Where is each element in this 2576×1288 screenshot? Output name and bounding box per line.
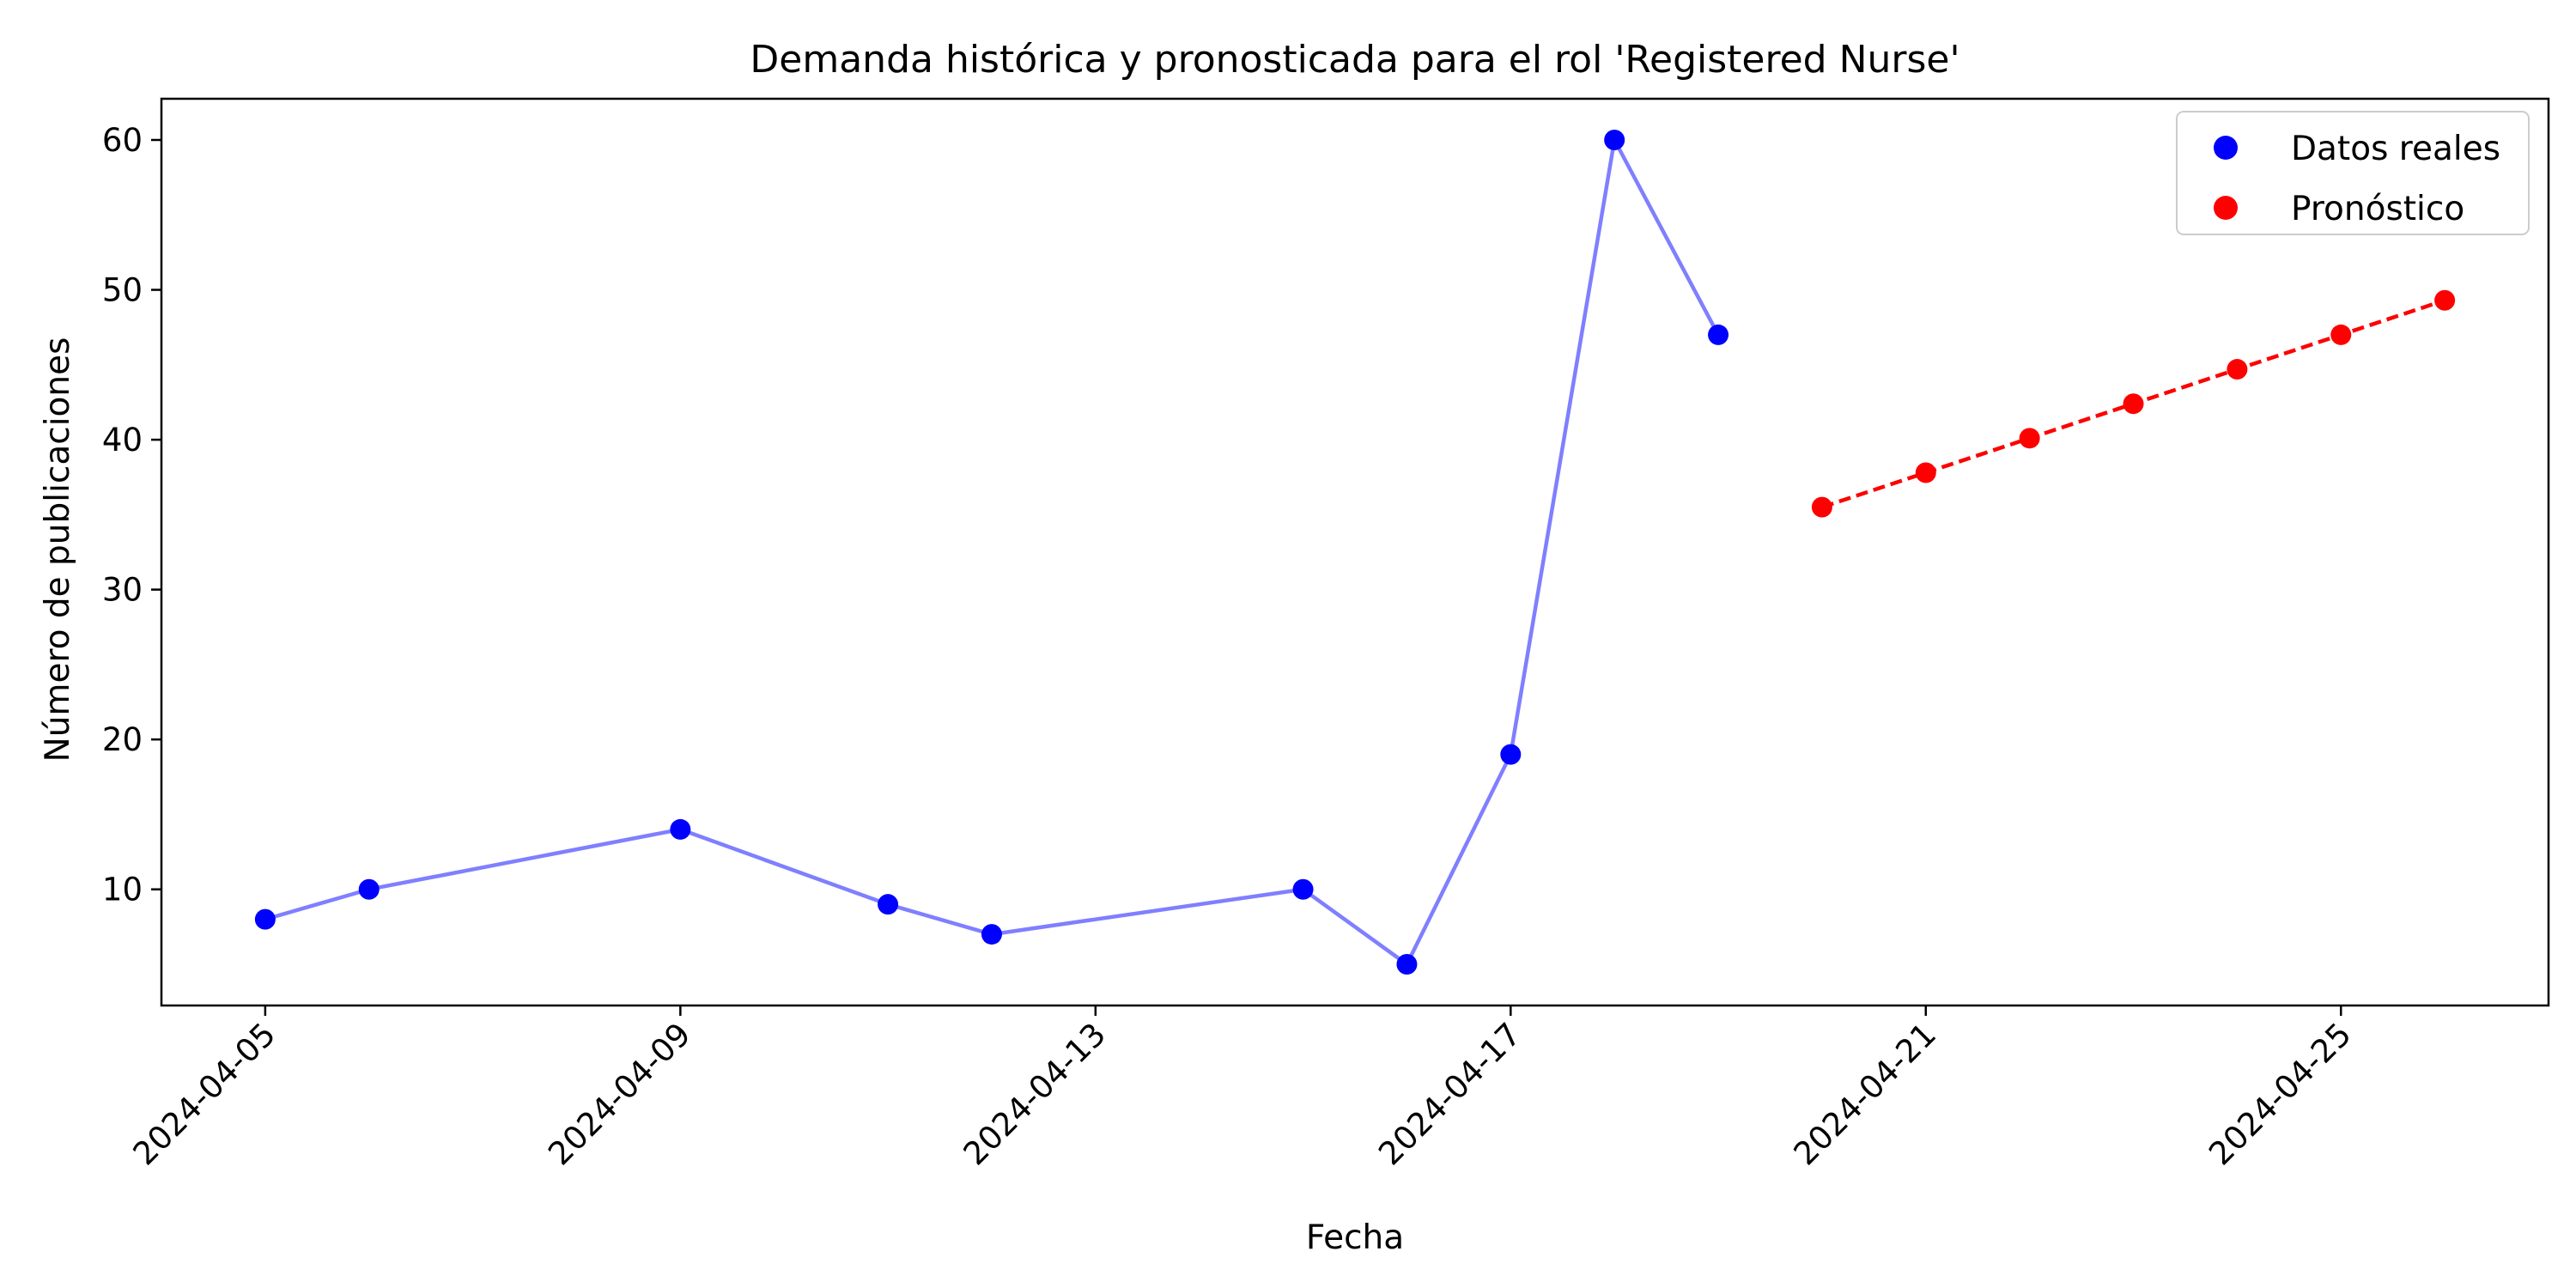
legend-marker-actual [2214, 136, 2238, 160]
plot-area-frame [160, 97, 2550, 1007]
actual-data-point [358, 878, 380, 900]
forecast-data-point [2434, 289, 2456, 311]
actual-data-point [1396, 954, 1418, 975]
y-tick-label: 50 [102, 272, 143, 309]
legend-label-forecast: Pronóstico [2291, 190, 2464, 228]
legend-marker-forecast [2214, 196, 2238, 220]
actual-data-point [981, 924, 1002, 945]
legend-label-actual: Datos reales [2291, 130, 2500, 168]
forecast-data-point [1811, 496, 1832, 518]
forecast-data-point [2019, 428, 2040, 449]
forecast-data-point [2330, 324, 2352, 345]
actual-data-point [1292, 878, 1314, 900]
legend: Datos reales Pronóstico [2176, 111, 2530, 235]
actual-data-point [1708, 324, 1729, 345]
forecast-data-point [2123, 393, 2144, 415]
y-tick-label: 20 [102, 721, 143, 758]
actual-data-point [878, 894, 899, 915]
forecast-data-point [2227, 359, 2248, 380]
y-axis-label: Número de publicaciones [39, 337, 77, 762]
actual-data-point [1500, 744, 1522, 765]
x-axis-label: Fecha [1306, 1218, 1404, 1257]
forecast-data-point [1915, 462, 1936, 483]
y-tick-label: 10 [102, 872, 143, 908]
legend-box [2176, 111, 2530, 235]
y-tick-label: 60 [102, 122, 143, 159]
y-tick-label: 40 [102, 422, 143, 459]
y-tick-label: 30 [102, 572, 143, 609]
chart-title: Demanda histórica y pronosticada para el… [750, 38, 1959, 82]
actual-data-point [1604, 130, 1625, 150]
actual-data-point [670, 818, 691, 840]
actual-data-point [254, 908, 276, 930]
actual-series-line [264, 137, 1721, 967]
